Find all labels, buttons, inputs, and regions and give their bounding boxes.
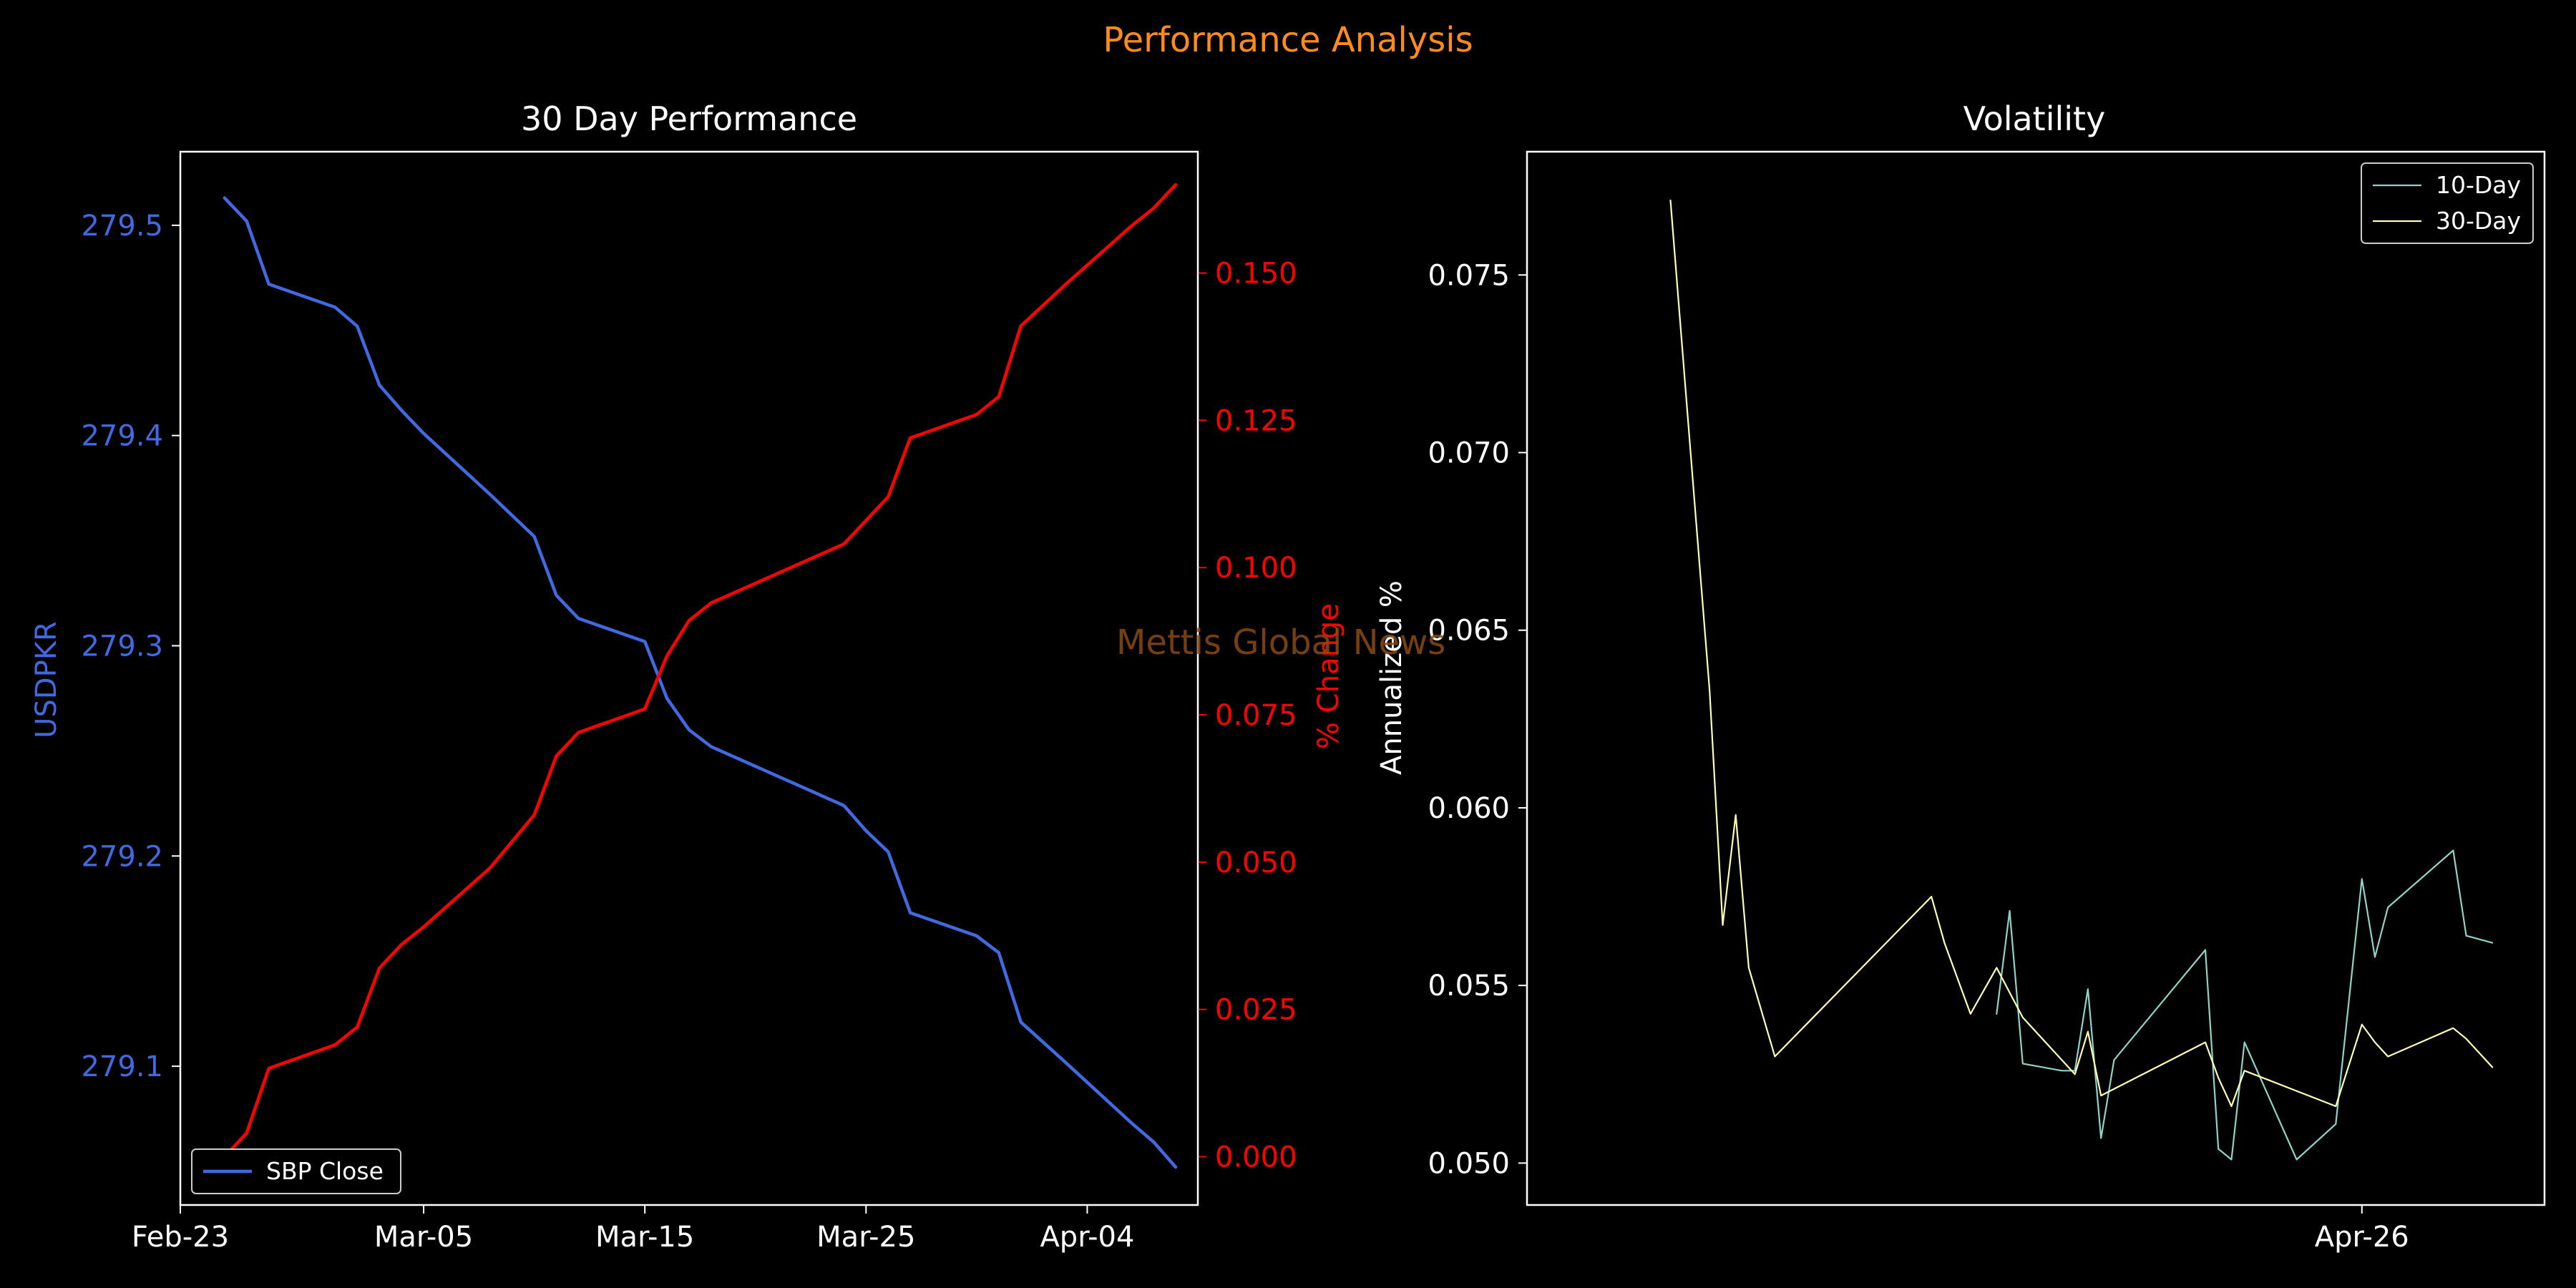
legend: SBP Close bbox=[191, 1148, 401, 1194]
axis-ticks: Feb-23 Mar-05 Mar-15 Mar-25 Apr-04 279.1 279.2… bbox=[81, 210, 1297, 1254]
x-tick-label: Mar-25 bbox=[816, 1221, 915, 1254]
axis-ticks: Apr-26 0.050 0.055 0.060 0.065 0.070 0.075 bbox=[1428, 259, 2409, 1254]
y-tick-label: 279.2 bbox=[81, 840, 163, 873]
plot-frame bbox=[1526, 150, 2546, 1206]
series-line-30-day bbox=[1669, 199, 2494, 1108]
series-line-pct-change-1 bbox=[223, 182, 1178, 1158]
y-axis-label-right: % Change bbox=[1312, 603, 1345, 749]
legend: 10-Day 30-Day bbox=[2361, 162, 2534, 244]
y-tick-label-right: 0.125 bbox=[1215, 404, 1297, 437]
legend-label: SBP Close bbox=[266, 1157, 384, 1185]
chart-volatility: Volatility Annualized % Apr-26 0.050 0.055… bbox=[1375, 99, 2546, 1254]
legend-box bbox=[191, 1148, 401, 1194]
legend-label: 30-Day bbox=[2436, 207, 2521, 235]
plot-series bbox=[1669, 199, 2494, 1161]
y-tick-label-right: 0.025 bbox=[1215, 994, 1297, 1027]
y-tick-label: 0.055 bbox=[1428, 970, 1510, 1002]
y-tick-label: 0.065 bbox=[1428, 615, 1510, 648]
plot-series bbox=[223, 182, 1178, 1169]
series-line-10-day bbox=[1996, 849, 2494, 1161]
y-tick-label: 0.050 bbox=[1428, 1147, 1510, 1180]
y-tick-label: 0.075 bbox=[1428, 259, 1510, 292]
y-tick-label: 279.3 bbox=[81, 630, 163, 663]
figure-suptitle: Performance Analysis bbox=[1103, 20, 1473, 60]
x-tick-label: Apr-26 bbox=[2315, 1221, 2409, 1254]
y-axis-label-left: USDPKR bbox=[30, 621, 63, 738]
y-tick-label: 0.070 bbox=[1428, 437, 1510, 470]
legend-label: 10-Day bbox=[2436, 171, 2521, 199]
y-tick-label-right: 0.150 bbox=[1215, 258, 1297, 291]
x-tick-label: Mar-15 bbox=[595, 1221, 694, 1254]
y-tick-label-right: 0.075 bbox=[1215, 699, 1297, 732]
y-tick-label-right: 0.050 bbox=[1215, 847, 1297, 879]
legend-box bbox=[2361, 162, 2534, 244]
chart-title: Volatility bbox=[1963, 99, 2106, 138]
series-line-sbp-close bbox=[223, 196, 1178, 1169]
x-tick-label: Mar-05 bbox=[374, 1221, 473, 1254]
chart-title: 30 Day Performance bbox=[521, 99, 857, 138]
plot-frame bbox=[179, 150, 1199, 1206]
y-tick-label: 279.4 bbox=[81, 420, 163, 453]
y-tick-label-right: 0.000 bbox=[1215, 1141, 1297, 1174]
y-axis-label: Annualized % bbox=[1375, 580, 1408, 775]
x-tick-label: Apr-04 bbox=[1040, 1221, 1134, 1254]
y-tick-label-right: 0.100 bbox=[1215, 552, 1297, 585]
y-tick-label: 279.5 bbox=[81, 210, 163, 243]
x-tick-label: Feb-23 bbox=[132, 1221, 229, 1254]
watermark: Mettis Global News bbox=[1116, 623, 1446, 663]
y-tick-label: 279.1 bbox=[81, 1050, 163, 1083]
chart-30-day-performance: 30 Day Performance USDPKR % Change Feb-2… bbox=[30, 99, 1345, 1254]
y-tick-label: 0.060 bbox=[1428, 792, 1510, 825]
